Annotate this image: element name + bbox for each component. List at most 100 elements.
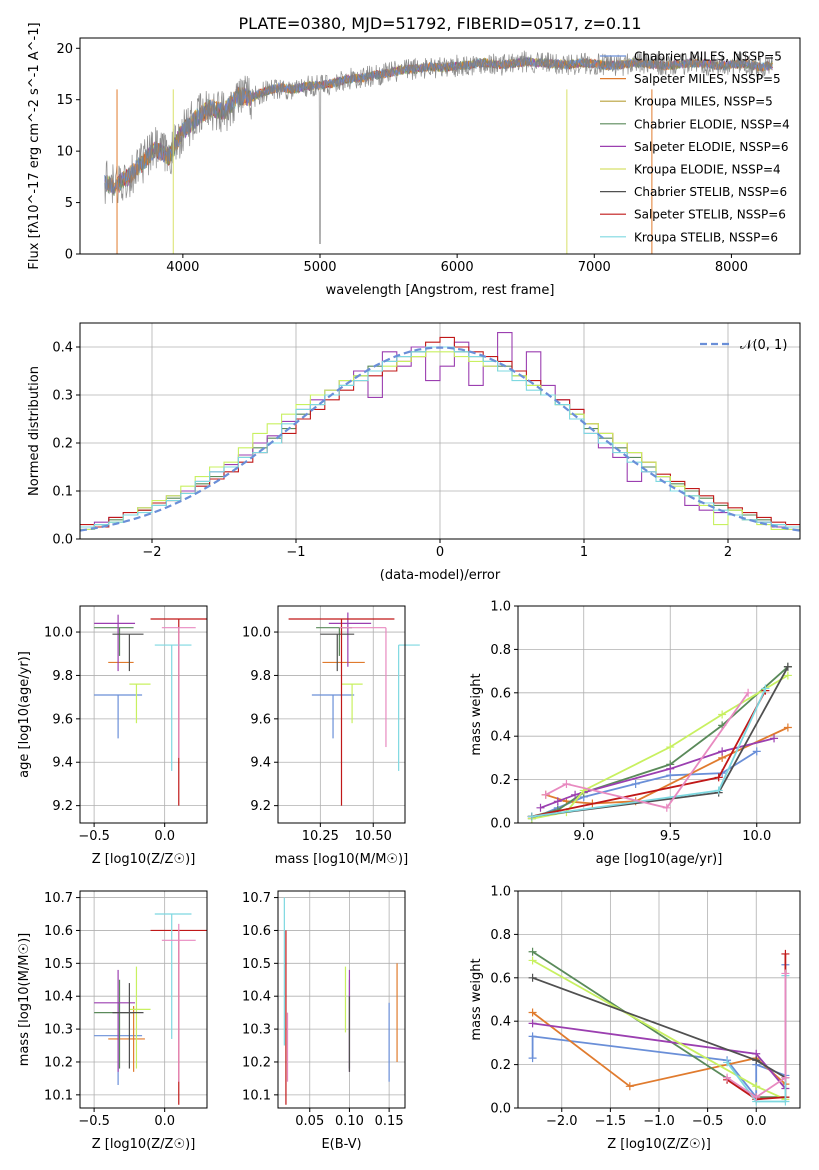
- axes-frame: [277, 605, 406, 824]
- y-tick-label: 0.1: [52, 485, 73, 500]
- spectrum-line-8: [104, 50, 773, 245]
- y-tick-label: 0.0: [490, 817, 511, 832]
- y-tick-label: 10.3: [242, 1023, 271, 1038]
- y-tick-label: 0.3: [52, 389, 73, 404]
- mass-weight-marker: [562, 779, 571, 788]
- y-tick-label: 10.5: [44, 957, 73, 972]
- y-tick-label: 0: [65, 248, 73, 263]
- x-axis-label: mass [log10(M/M☉)]: [275, 852, 408, 867]
- y-tick-label: 9.4: [52, 756, 73, 771]
- gaussian-curve: [79, 346, 801, 532]
- figure-title: PLATE=0380, MJD=51792, FIBERID=0517, z=0…: [238, 14, 641, 33]
- mass-weight-marker: [571, 790, 580, 799]
- x-tick-label: −2.0: [546, 1114, 578, 1129]
- y-tick-label: 0.4: [490, 1015, 511, 1030]
- mass-weight-marker: [625, 1082, 634, 1091]
- y-tick-label: 10.7: [242, 891, 271, 906]
- y-tick-label: 10.4: [242, 990, 271, 1005]
- y-tick-label: 10.1: [242, 1088, 271, 1103]
- y-tick-label: 10.3: [44, 1023, 73, 1038]
- x-tick-label: 7000: [578, 260, 611, 275]
- axes-frame: [277, 890, 406, 1109]
- mass-weight-marker: [528, 1032, 537, 1041]
- mass-weight-marker: [723, 1058, 732, 1067]
- y-tick-label: 9.6: [52, 712, 73, 727]
- mass-weight-marker: [752, 1056, 761, 1065]
- y-tick-label: 0.8: [490, 643, 511, 658]
- mass-weight-marker: [536, 803, 545, 812]
- mass-weight-marker: [781, 949, 790, 958]
- mass-weight-marker: [553, 797, 562, 806]
- y-axis-label: Normed distribution: [27, 366, 42, 496]
- x-tick-label: −2: [142, 545, 161, 560]
- legend-entry: Kroupa STELIB, NSSP=6: [634, 230, 778, 244]
- mass-weight-marker: [714, 773, 723, 782]
- legend-entry: Kroupa MILES, NSSP=5: [634, 95, 773, 109]
- mass-weight-line-3: [540, 737, 775, 809]
- mass-weight-marker: [718, 710, 727, 719]
- y-tick-label: 0.2: [490, 1058, 511, 1073]
- mass-weight-marker: [752, 747, 761, 756]
- y-tick-label: 0.8: [490, 928, 511, 943]
- x-axis-label: wavelength [Angstrom, rest frame]: [326, 283, 555, 298]
- mass-weight-marker: [723, 1073, 732, 1082]
- mass-weight-marker: [781, 1097, 790, 1106]
- x-axis-label: Z [log10(Z/Z☉)]: [607, 1137, 711, 1152]
- x-tick-label: 2: [724, 545, 732, 560]
- y-tick-label: 10.1: [44, 1088, 73, 1103]
- x-tick-label: 0.05: [295, 1114, 324, 1129]
- mass-weight-marker: [752, 1082, 761, 1091]
- x-tick-label: 0: [436, 545, 444, 560]
- y-tick-label: 20: [56, 42, 73, 57]
- legend-entry: 𝒩(0, 1): [740, 338, 787, 353]
- mass-weight-line-5: [531, 666, 789, 818]
- y-tick-label: 0.6: [490, 971, 511, 986]
- legend-entry: Chabrier STELIB, NSSP=6: [634, 185, 787, 199]
- x-axis-label: Z [log10(Z/Z☉)]: [92, 1137, 196, 1152]
- x-tick-label: 5000: [303, 260, 336, 275]
- errorbar-panel-3: 10.25 10.50 9.2 9.4 9.6 9.8 10.0 mass [log10(M/…: [242, 605, 420, 867]
- y-tick-label: 9.6: [250, 712, 271, 727]
- y-tick-label: 1.0: [490, 600, 511, 615]
- y-tick-label: 0.4: [52, 341, 73, 356]
- mass-weight-marker: [781, 969, 790, 978]
- x-tick-label: 4000: [166, 260, 199, 275]
- axes-frame: [79, 37, 801, 255]
- y-tick-label: 10.4: [44, 990, 73, 1005]
- errorbar-panel-6: 0.05 0.10 0.15 10.1 10.2 10.3 10.4 10.5 10.6 10.7…: [242, 890, 406, 1152]
- y-tick-label: 9.4: [250, 756, 271, 771]
- y-axis-label: mass weight: [469, 673, 484, 755]
- y-tick-label: 10.2: [242, 1055, 271, 1070]
- y-tick-label: 0.0: [52, 533, 73, 548]
- x-tick-label: 9.5: [660, 829, 681, 844]
- x-tick-label: 10.0: [742, 829, 771, 844]
- y-tick-label: 10.2: [44, 1055, 73, 1070]
- y-tick-label: 10.5: [242, 957, 271, 972]
- mass-weight-marker: [783, 662, 792, 671]
- y-axis-label: mass weight: [469, 958, 484, 1040]
- x-tick-label: 1: [580, 545, 588, 560]
- mass-weight-marker: [761, 684, 770, 693]
- x-tick-label: −1: [286, 545, 305, 560]
- axes-frame: [79, 890, 208, 1109]
- x-tick-label: −0.5: [78, 829, 110, 844]
- x-tick-label: −0.5: [692, 1114, 724, 1129]
- x-tick-label: 10.25: [302, 829, 339, 844]
- y-tick-label: 0.2: [490, 773, 511, 788]
- x-axis-label: Z [log10(Z/Z☉)]: [92, 852, 196, 867]
- y-axis-label: age [log10(age/yr)]: [17, 651, 32, 778]
- y-tick-label: 0.4: [490, 730, 511, 745]
- x-tick-label: 6000: [441, 260, 474, 275]
- mass-weight-marker: [666, 743, 675, 752]
- y-tick-label: 15: [56, 93, 73, 108]
- mass-weight-marker: [781, 1073, 790, 1082]
- y-tick-label: 10: [56, 145, 73, 160]
- y-tick-label: 10.6: [44, 924, 73, 939]
- x-tick-label: 8000: [715, 260, 748, 275]
- x-tick-label: 0.10: [335, 1114, 364, 1129]
- mass-weight-marker: [527, 812, 536, 821]
- errorbar-panel-2: −0.5 0.0 9.2 9.4 9.6 9.8 10.0 Z [log10(Z/Z☉)] ag…: [17, 605, 208, 867]
- y-tick-label: 10.0: [44, 626, 73, 641]
- y-tick-label: 5: [65, 196, 73, 211]
- x-tick-label: −1.5: [595, 1114, 627, 1129]
